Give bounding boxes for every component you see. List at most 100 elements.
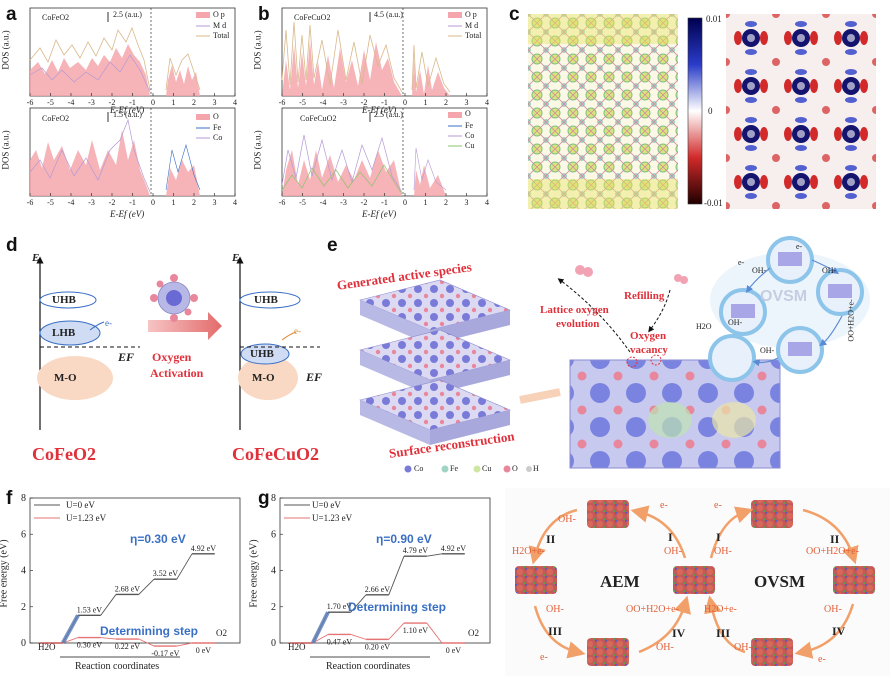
h-oh-2: OH-: [664, 546, 682, 557]
e-vacancy-1: Oxygen: [630, 330, 667, 342]
charge-difference-map: [726, 14, 876, 209]
g-data-label-1-1: 0.47 eV: [327, 637, 353, 646]
a-xtick-label-0-7: 1: [172, 98, 176, 107]
f-connector-0-1: [100, 594, 117, 616]
f-start: H2O: [38, 642, 56, 652]
h-roman-1: I: [668, 530, 673, 544]
e-lattice-1: Lattice oxygen: [540, 304, 609, 316]
a-bottom-legend-2: Co: [213, 133, 223, 142]
e-legend-h: H: [533, 464, 539, 473]
a-xlabel-top: E-Ef (eV): [110, 105, 145, 115]
a-top-scale: 2.5 (a.u.): [113, 10, 142, 19]
b-xtick-label-1-10: 4: [485, 198, 489, 207]
a-bottom-material: CoFeO2: [42, 114, 70, 123]
a-top-legend-2: Total: [213, 31, 230, 40]
h-h2o-2: H2O+e-: [704, 604, 737, 615]
dos-chart-b: -6 -6 -5 -5 -4 -4 -3 -3 -2 -2 -1 -1 0 0 1 1 2 2 3 3 4 4: [279, 7, 489, 207]
a-xtick-label-1-0: -6: [27, 198, 34, 207]
g-connector-0-3: [426, 553, 443, 557]
e-legend-o: O: [512, 464, 518, 473]
panel-label-c: c: [509, 4, 520, 25]
b-xtick-label-0-5: -1: [381, 98, 388, 107]
a-xtick-label-0-5: -1: [129, 98, 136, 107]
b-xtick-label-1-7: 1: [424, 198, 428, 207]
b-top-material: CoFeCuO2: [294, 13, 331, 22]
h-oh-6: OH-: [734, 642, 752, 653]
a-bottom-legend-1: Fe: [213, 123, 221, 132]
b-ylabel-bottom: DOS (a.u.): [252, 130, 263, 170]
g-connector-1-3: [426, 622, 443, 644]
f-legend-0: U=0 eV: [66, 500, 95, 510]
panel-label-g: g: [258, 488, 270, 509]
h-e-4: e-: [818, 654, 826, 665]
g-legend-0: U=0 eV: [312, 500, 341, 510]
h-h2o-1: H2O+e-: [512, 546, 545, 557]
h-oh-1: OH-: [558, 514, 576, 525]
d-right-material: CoFeCuO2: [232, 444, 319, 464]
d-fermi-right: EF: [306, 370, 323, 384]
b-xtick-label-0-6: 0: [403, 98, 407, 107]
d-arrow-text-2: Activation: [150, 366, 204, 380]
d-lhb-left: LHB: [52, 327, 76, 339]
f-ytick-label-0: 0: [21, 638, 26, 649]
colorbar: [687, 17, 703, 205]
d-left-material: CoFeO2: [32, 444, 96, 464]
b-bottom-legend-0: O: [465, 109, 471, 118]
a-xtick-label-0-8: 2: [192, 98, 196, 107]
g-connector-0-2: [388, 556, 405, 595]
g-ytick-label-3: 6: [271, 529, 276, 540]
a-xtick-label-0-0: -6: [27, 98, 34, 107]
a-xtick-label-1-5: -1: [129, 198, 136, 207]
e-legend-fe: Fe: [450, 464, 458, 473]
a-xtick-label-0-4: -2: [109, 98, 116, 107]
d-fermi-left: EF: [118, 350, 135, 364]
panel-label-b: b: [258, 4, 270, 25]
h-oh-4: OH-: [656, 642, 674, 653]
mechanism-cycle: [505, 488, 890, 676]
f-ytick-label-1: 2: [21, 602, 26, 613]
a-top-legend-1: M d: [213, 21, 227, 30]
b-bottom-scale: 2.5 (a.u.): [374, 110, 403, 119]
e-refilling: Refilling: [624, 290, 665, 302]
f-data-label-1-4: 0 eV: [196, 646, 212, 655]
colorbar-max: 0.01: [706, 14, 722, 24]
panel-label-f: f: [6, 488, 13, 509]
free-energy-chart-g: 0 2 4 6 8 1.70 eV 2.66 eV 4.79 eV 4.92 eV 0.47 eV…: [271, 493, 491, 658]
b-top-legend-2: Total: [465, 31, 482, 40]
h-roman-6: II: [830, 532, 840, 546]
a-xtick-label-0-1: -5: [47, 98, 54, 107]
f-connector-1-2: [138, 638, 155, 647]
a-xtick-label-0-9: 3: [213, 98, 217, 107]
e-legend-co: Co: [414, 464, 424, 473]
g-connector-1-2: [388, 622, 405, 640]
f-data-label-0-2: 2.68 eV: [115, 584, 141, 593]
g-data-label-0-4: 4.92 eV: [441, 544, 467, 553]
e-electron-2: e-: [796, 242, 803, 251]
b-bottom-legend-2: Co: [465, 131, 475, 140]
g-ytick-label-0: 0: [271, 638, 276, 649]
e-oh-1: OH-: [752, 266, 767, 275]
b-xlabel-top: E-Ef (eV): [362, 105, 397, 115]
g-legend-1: U=1.23 eV: [312, 513, 353, 523]
d-uhb-right-2: UHB: [250, 348, 274, 360]
e-lattice-2: evolution: [556, 318, 600, 330]
f-eta: η=0.30 eV: [130, 532, 186, 546]
panel-label-e: e: [327, 235, 338, 256]
a-xtick-label-1-4: -2: [109, 198, 116, 207]
g-step: Determining step: [348, 600, 447, 614]
g-ytick-label-2: 4: [271, 566, 276, 577]
h-ooh-2: OO+H2O+e-: [806, 546, 859, 557]
free-energy-chart-f: 0 2 4 6 8 1.53 eV 2.68 eV 3.52 eV 4.92 eV 0.30 eV…: [21, 493, 241, 658]
f-data-label-1-1: 0.30 eV: [77, 641, 103, 650]
a-xtick-label-0-10: 4: [233, 98, 237, 107]
e-ooh: OO+H2O+e-: [846, 299, 856, 342]
b-top-legend-1: M d: [465, 21, 479, 30]
dos-chart-a: -6 -6 -5 -5 -4 -4 -3 -3 -2 -2 -1 -1 0 0 1 1 2 2 3 3 4 4: [27, 7, 237, 207]
e-oh-2: OH-: [822, 266, 837, 275]
f-frame: [29, 497, 241, 644]
d-axis-left: E: [32, 252, 40, 264]
a-ylabel-top: DOS (a.u.): [0, 30, 11, 70]
g-eta: η=0.90 eV: [376, 532, 432, 546]
b-bottom-legend-3: Cu: [465, 141, 475, 150]
a-xtick-label-1-7: 1: [172, 198, 176, 207]
